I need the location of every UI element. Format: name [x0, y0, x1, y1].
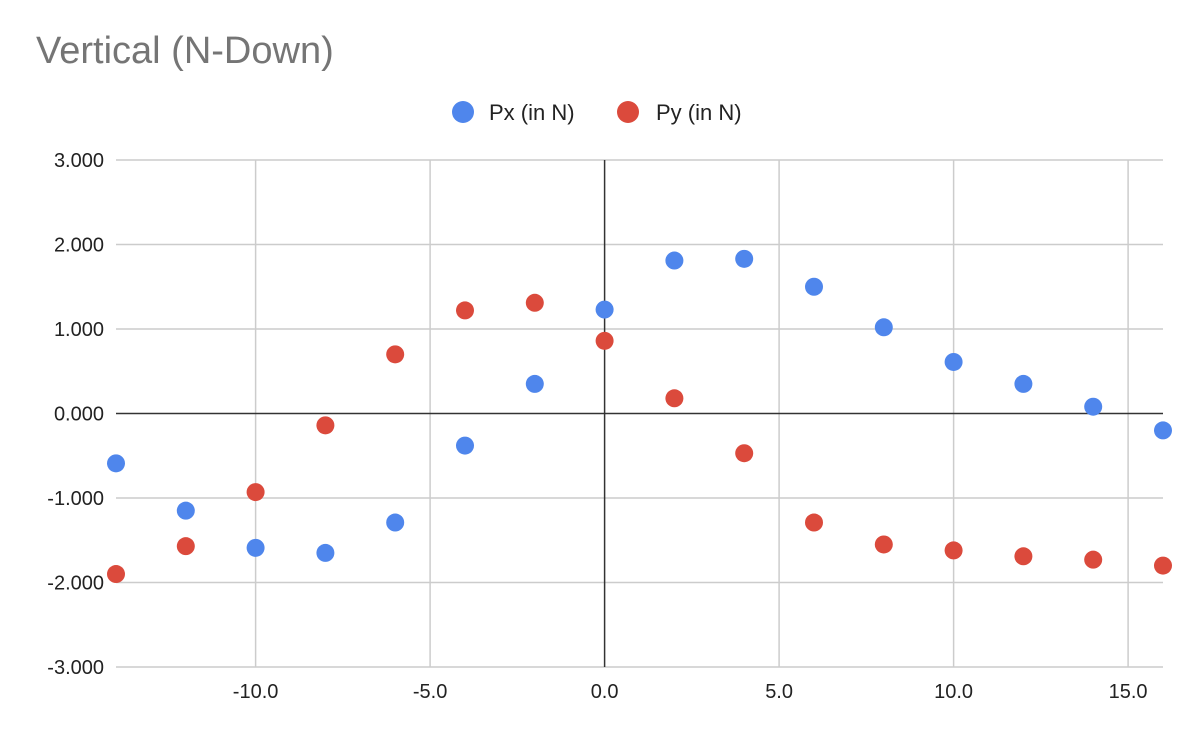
- data-point-series-2: [525, 293, 544, 312]
- x-tick-label: 5.0: [765, 681, 793, 703]
- data-point-series-2: [316, 416, 335, 435]
- data-point-series-1: [735, 249, 754, 268]
- data-point-series-1: [246, 538, 265, 557]
- data-point-series-1: [874, 318, 893, 337]
- data-point-series-1: [176, 501, 195, 520]
- data-point-series-1: [944, 352, 963, 371]
- data-point-series-2: [456, 301, 474, 320]
- x-tick-labels: -10.0 -5.0 0.0 5.0 10.0 15.0: [233, 681, 1148, 703]
- legend-label: Py (in N): [656, 100, 742, 125]
- data-point-series-2: [944, 541, 963, 560]
- y-tick-labels: 3.000 2.000 1.000 0.000 -1.000 -2.000 -3.000: [47, 150, 104, 679]
- y-tick-label: -1.000: [47, 488, 104, 510]
- data-point-series-1: [107, 454, 125, 473]
- y-tick-label: 1.000: [54, 319, 104, 341]
- legend-marker: [452, 101, 474, 123]
- data-point-series-2: [107, 565, 125, 584]
- x-tick-label: 0.0: [591, 681, 619, 703]
- legend-marker: [617, 101, 639, 123]
- y-tick-label: 2.000: [54, 235, 104, 257]
- data-point-series-2: [735, 444, 754, 463]
- x-tick-label: -5.0: [413, 681, 447, 703]
- data-point-series-2: [874, 535, 893, 554]
- zero-axes: [116, 160, 1163, 667]
- data-point-series-2: [1084, 550, 1103, 569]
- data-point-series-2: [246, 483, 265, 502]
- legend: Px (in N) Py (in N): [452, 100, 742, 125]
- data-point-series-1: [595, 300, 614, 319]
- data-point-series-2: [805, 513, 823, 532]
- x-tick-label: 15.0: [1109, 681, 1148, 703]
- data-point-series-1: [386, 513, 405, 532]
- data-point-series-1: [316, 543, 335, 562]
- data-point-series-2: [595, 331, 614, 350]
- y-tick-label: -2.000: [47, 573, 104, 595]
- data-point-series-2: [176, 537, 195, 556]
- data-point-series-2: [386, 345, 405, 364]
- chart-title: Vertical (N-Down): [36, 30, 334, 72]
- y-tick-label: -3.000: [47, 657, 104, 679]
- data-point-series-2: [1014, 547, 1033, 566]
- x-tick-label: 10.0: [934, 681, 973, 703]
- y-tick-label: 0.000: [54, 404, 104, 426]
- x-tick-label: -10.0: [233, 681, 279, 703]
- data-points: [107, 249, 1172, 584]
- y-tick-label: 3.000: [54, 150, 104, 172]
- data-point-series-1: [805, 277, 823, 296]
- data-point-series-1: [1154, 421, 1172, 440]
- data-point-series-1: [1014, 374, 1033, 393]
- data-point-series-1: [665, 251, 684, 270]
- data-point-series-1: [1084, 397, 1103, 416]
- data-point-series-1: [525, 374, 544, 393]
- data-point-series-2: [1154, 556, 1172, 575]
- legend-label: Px (in N): [489, 100, 575, 125]
- data-point-series-2: [665, 389, 684, 408]
- data-point-series-1: [456, 436, 474, 455]
